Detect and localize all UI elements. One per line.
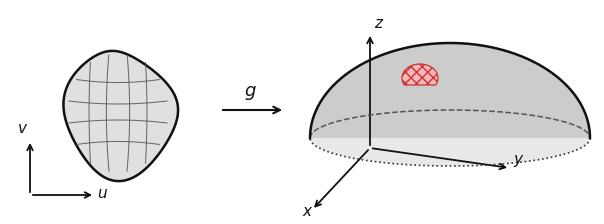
- Polygon shape: [310, 43, 590, 138]
- Text: z: z: [374, 16, 382, 31]
- Text: g: g: [244, 82, 255, 100]
- Polygon shape: [402, 64, 438, 85]
- Text: x: x: [302, 204, 311, 219]
- Text: u: u: [97, 186, 107, 201]
- Text: y: y: [513, 152, 522, 167]
- Polygon shape: [310, 110, 590, 166]
- Text: v: v: [18, 121, 27, 136]
- Polygon shape: [63, 51, 178, 181]
